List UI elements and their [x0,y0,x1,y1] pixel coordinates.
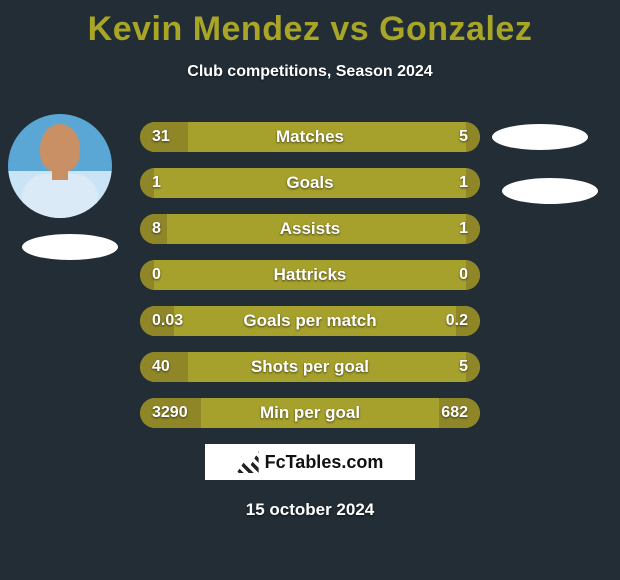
avatar-head [40,124,80,172]
stat-label: Shots per goal [140,352,480,382]
player-left-avatar [8,114,112,218]
stat-label: Goals per match [140,306,480,336]
page-subtitle: Club competitions, Season 2024 [0,63,620,81]
brand-box[interactable]: FcTables.com [205,444,415,480]
stat-label: Hattricks [140,260,480,290]
player-right-placeholder-ellipse-1 [492,124,588,150]
stat-label: Assists [140,214,480,244]
stat-label: Min per goal [140,398,480,428]
stat-row: 11Goals [140,168,480,198]
date-label: 15 october 2024 [0,500,620,520]
stats-chart: 315Matches 11Goals 81Assists 00Hattricks 0.0… [140,122,480,444]
stat-row: 00Hattricks [140,260,480,290]
stat-label: Goals [140,168,480,198]
stat-row: 405Shots per goal [140,352,480,382]
stat-label: Matches [140,122,480,152]
player-right-placeholder-ellipse-2 [502,178,598,204]
stat-row: 315Matches [140,122,480,152]
stat-row: 3290682Min per goal [140,398,480,428]
stat-row: 0.030.2Goals per match [140,306,480,336]
brand-text: FcTables.com [265,452,384,473]
brand-chart-icon [237,451,259,473]
avatar-shirt [22,174,98,218]
stat-row: 81Assists [140,214,480,244]
player-left-placeholder-ellipse [22,234,118,260]
page-title: Kevin Mendez vs Gonzalez [0,0,620,49]
